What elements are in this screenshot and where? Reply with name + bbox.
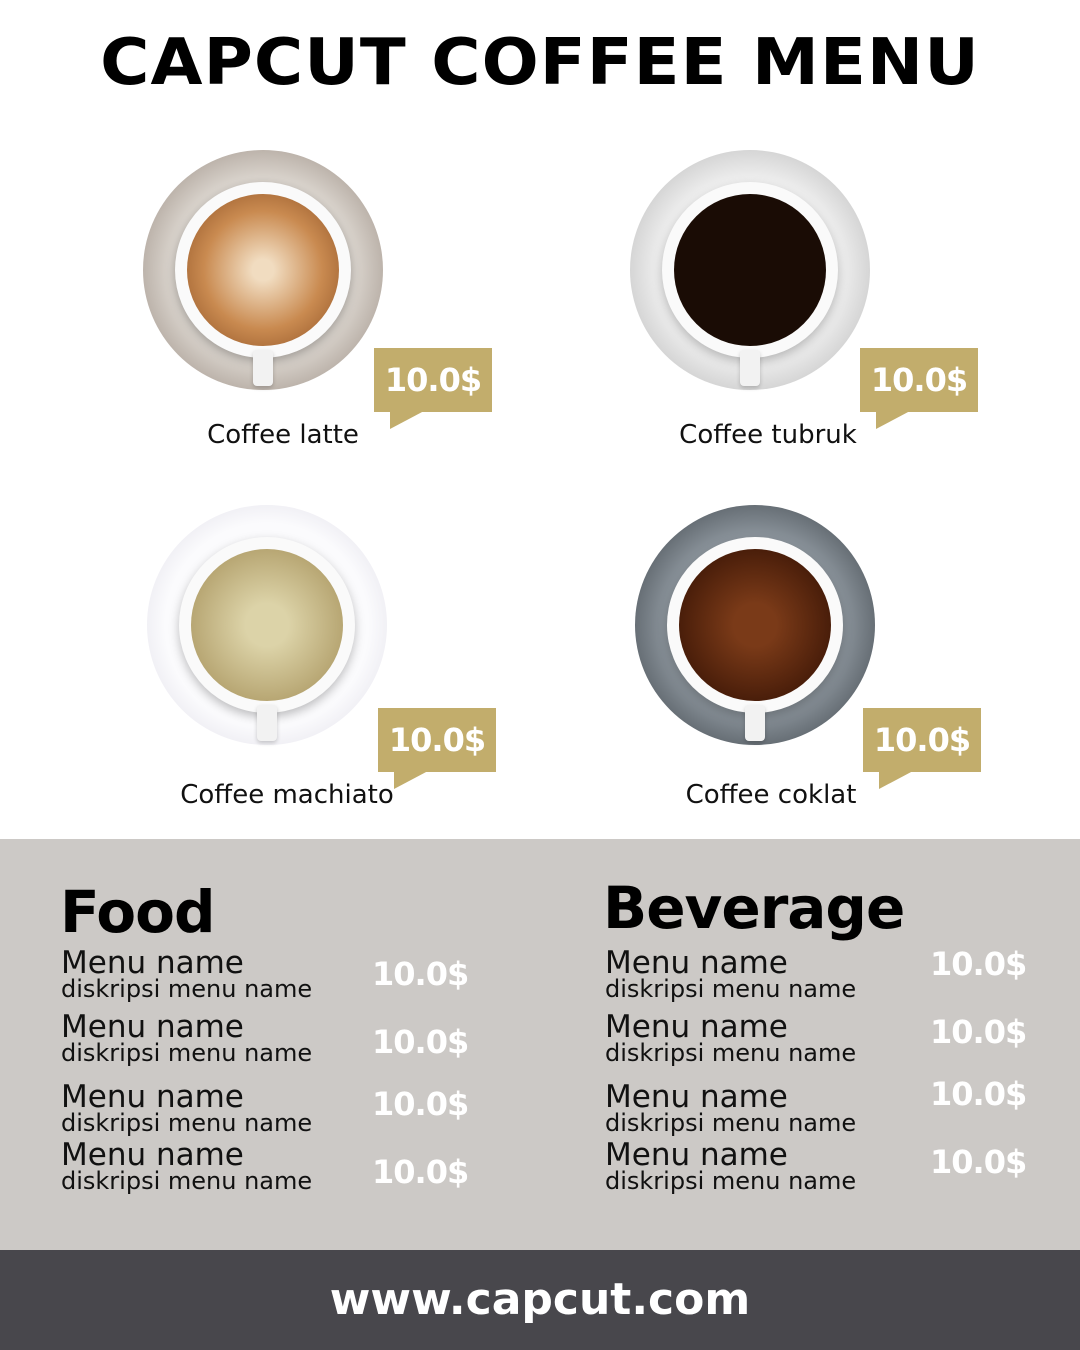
beverage-title: Beverage	[603, 874, 905, 942]
product-name: Coffee coklat	[685, 780, 857, 810]
product-name: Coffee tubruk	[679, 420, 857, 450]
item-desc: diskripsi menu name	[605, 1167, 857, 1195]
beverage-item: Menu name diskripsi menu name	[605, 1079, 857, 1137]
food-title: Food	[60, 878, 215, 946]
item-name: Menu name	[605, 1137, 788, 1173]
food-item: Menu name diskripsi menu name	[61, 945, 313, 1003]
beverage-item: Menu name diskripsi menu name	[605, 1009, 857, 1067]
item-name: Menu name	[605, 1009, 788, 1045]
coffee-machiato-image	[147, 505, 387, 745]
product-name: Coffee latte	[207, 420, 359, 450]
item-desc: diskripsi menu name	[605, 975, 857, 1003]
item-price: 10.0$	[372, 1085, 469, 1123]
food-item: Menu name diskripsi menu name	[61, 1079, 313, 1137]
food-item: Menu name diskripsi menu name	[61, 1137, 313, 1195]
item-desc: diskripsi menu name	[605, 1109, 857, 1137]
item-name: Menu name	[605, 945, 788, 981]
beverage-item: Menu name diskripsi menu name	[605, 1137, 857, 1195]
beverage-item: Menu name diskripsi menu name	[605, 945, 857, 1003]
item-name: Menu name	[61, 1079, 244, 1115]
product-name: Coffee machiato	[180, 780, 394, 810]
item-price: 10.0$	[930, 945, 1027, 983]
coffee-tubruk-image	[630, 150, 870, 390]
item-desc: diskripsi menu name	[61, 1039, 313, 1067]
item-desc: diskripsi menu name	[61, 1109, 313, 1137]
coffee-latte-image	[143, 150, 383, 390]
item-price: 10.0$	[930, 1013, 1027, 1051]
item-price: 10.0$	[372, 1023, 469, 1061]
item-desc: diskripsi menu name	[605, 1039, 857, 1067]
coffee-coklat-image	[635, 505, 875, 745]
item-name: Menu name	[605, 1079, 788, 1115]
item-name: Menu name	[61, 945, 244, 981]
item-name: Menu name	[61, 1137, 244, 1173]
item-desc: diskripsi menu name	[61, 975, 313, 1003]
item-desc: diskripsi menu name	[61, 1167, 313, 1195]
price-tag: 10.0$	[378, 708, 496, 789]
item-price: 10.0$	[930, 1075, 1027, 1113]
item-price: 10.0$	[372, 1153, 469, 1191]
price-tag: 10.0$	[860, 348, 978, 429]
footer-website-link[interactable]: www.capcut.com	[0, 1250, 1080, 1350]
price-tag: 10.0$	[374, 348, 492, 429]
food-item: Menu name diskripsi menu name	[61, 1009, 313, 1067]
price-tag: 10.0$	[863, 708, 981, 789]
menu-list-panel	[0, 839, 1080, 1250]
item-price: 10.0$	[372, 955, 469, 993]
item-price: 10.0$	[930, 1143, 1027, 1181]
item-name: Menu name	[61, 1009, 244, 1045]
page-title: CAPCUT COFFEE MENU	[100, 26, 980, 100]
